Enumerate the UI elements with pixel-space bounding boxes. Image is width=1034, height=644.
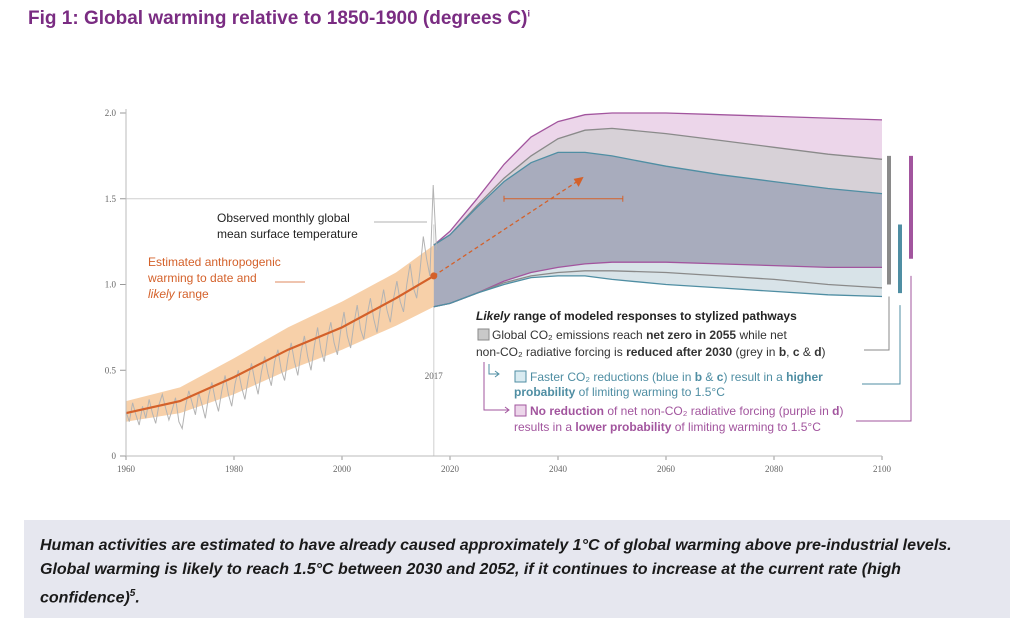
anthropogenic-range-word: range xyxy=(175,287,209,301)
legend-grey-swatch xyxy=(477,328,490,341)
legend-blue-l1-d: c xyxy=(717,370,724,384)
legend-grey-l1-c: while net xyxy=(736,328,787,342)
legend-grey-l2-i: ) xyxy=(822,345,826,359)
legend-blue-l1-f: higher xyxy=(786,370,823,384)
x-tick-label: 1980 xyxy=(225,464,244,474)
data-layer xyxy=(125,112,913,431)
projection-arrow-line xyxy=(433,179,580,277)
legend-purple-l1-c: d xyxy=(832,404,839,418)
legend-grey-l2-e: , xyxy=(786,345,793,359)
blue-upper-line xyxy=(433,151,883,246)
purple-upper-line xyxy=(433,112,883,246)
legend-purple-line1: No reduction of net non-CO₂ radiative fo… xyxy=(530,404,843,418)
y-tick-label: 1.5 xyxy=(105,194,117,204)
warming-chart: 0 0.5 1.0 1.5 2.0 1960 1980 2000 2020 2040 2060 208… xyxy=(105,108,913,474)
observed-label-line1: Observed monthly global xyxy=(217,211,350,225)
anthropogenic-range-band xyxy=(126,245,434,422)
anthropogenic-label-line1: Estimated anthropogenic xyxy=(148,255,281,269)
caption-box: Human activities are estimated to have a… xyxy=(24,520,1010,618)
legend-purple-l2-c: of limiting warming to 1.5°C xyxy=(671,420,821,434)
year-2017-label: 2017 xyxy=(425,371,444,381)
legend-grey-l1-a: Global CO₂ emissions reach xyxy=(492,328,646,342)
x-tick-label: 2000 xyxy=(333,464,352,474)
legend-heading: Likely range of modeled responses to sty… xyxy=(476,309,797,323)
legend-grey-line2: non-CO₂ radiative forcing is reduced aft… xyxy=(476,345,826,359)
legend-purple-l1-b: of net non-CO₂ radiative forcing (purple… xyxy=(604,404,832,418)
x-tick-label: 2040 xyxy=(549,464,568,474)
y-tick-label: 0 xyxy=(112,451,117,461)
purple-connector xyxy=(856,275,912,422)
caption-end: . xyxy=(135,589,140,607)
legend-grey-l1-b: net zero in 2055 xyxy=(646,328,736,342)
legend-grey-line1: Global CO₂ emissions reach net zero in 2… xyxy=(492,328,787,342)
legend-purple-arrowhead xyxy=(504,406,510,414)
anthropogenic-label-line2: warming to date and xyxy=(147,271,257,285)
legend-purple-swatch xyxy=(514,404,527,417)
legend-blue-connector xyxy=(488,364,498,375)
axis-layer: 0 0.5 1.0 1.5 2.0 1960 1980 2000 2020 2040 2060 208… xyxy=(105,108,892,474)
legend-blue-l2-a: probability xyxy=(514,385,576,399)
legend-grey-l2-f: c xyxy=(793,345,800,359)
legend-blue-l1-b: b xyxy=(695,370,702,384)
overlap-pathway-band xyxy=(433,152,882,307)
legend-blue-l1-a: Faster CO₂ reductions (blue in xyxy=(530,370,695,384)
legend-blue-arrowhead xyxy=(494,370,500,378)
x-tick-label: 2060 xyxy=(657,464,676,474)
legend-purple-l1-d: ) xyxy=(839,404,843,418)
y-tick-label: 0.5 xyxy=(105,365,117,375)
legend-blue-swatch xyxy=(514,370,527,383)
anthropogenic-likely: likely xyxy=(148,287,176,301)
legend-purple-l1-a: No reduction xyxy=(530,404,604,418)
caption-footnote: 5 xyxy=(129,588,136,599)
legend-blue-line2: probability of limiting warming to 1.5°C xyxy=(514,385,725,399)
legend-grey-l2-g: & xyxy=(800,345,815,359)
legend-purple-l2-b: lower probability xyxy=(575,420,671,434)
figure-title: Fig 1: Global warming relative to 1850-1… xyxy=(28,8,530,30)
blue-lower-line xyxy=(433,275,883,308)
legend-blue-l1-e: ) result in a xyxy=(723,370,786,384)
legend-blue-l1-c: & xyxy=(702,370,717,384)
figure-title-text: Fig 1: Global warming relative to 1850-1… xyxy=(28,8,528,29)
figure-title-superscript: i xyxy=(527,8,530,19)
legend-heading-rest: range of modeled responses to stylized p… xyxy=(510,309,797,323)
y-tick-label: 2.0 xyxy=(105,108,117,118)
grey-connector xyxy=(864,296,890,351)
legend-heading-likely: Likely xyxy=(476,309,511,323)
x-tick-label: 1960 xyxy=(117,464,136,474)
grey-upper-line xyxy=(433,127,883,246)
legend-grey-l2-a: non-CO₂ radiative forcing is xyxy=(476,345,626,359)
legend-blue-line1: Faster CO₂ reductions (blue in b & c) re… xyxy=(530,370,823,384)
blue-connector xyxy=(862,305,901,385)
x-tick-label: 2080 xyxy=(765,464,784,474)
projection-arrowhead xyxy=(573,176,584,187)
legend-grey-l2-h: d xyxy=(814,345,821,359)
x-tick-label: 2020 xyxy=(441,464,460,474)
legend-purple-line2: results in a lower probability of limiti… xyxy=(514,420,821,434)
observed-label-line2: mean surface temperature xyxy=(217,227,358,241)
observed-temperature-line xyxy=(125,184,437,431)
x-tick-label: 2100 xyxy=(873,464,892,474)
caption-body: Human activities are estimated to have a… xyxy=(40,537,952,607)
bands-layer xyxy=(126,113,882,422)
legend-blue-l2-b: of limiting warming to 1.5°C xyxy=(575,385,725,399)
legend-grey-l2-b: reduced after 2030 xyxy=(626,345,732,359)
y-tick-label: 1.0 xyxy=(105,280,117,290)
anthropogenic-central-line xyxy=(125,274,435,415)
legend-purple-connector xyxy=(483,362,508,411)
legend-purple-l2-a: results in a xyxy=(514,420,575,434)
anthropogenic-label-line3: likely range xyxy=(148,287,209,301)
caption-text: Human activities are estimated to have a… xyxy=(40,534,990,610)
legend-grey-l2-c: (grey in xyxy=(732,345,779,359)
legend-grey-l2-d: b xyxy=(779,345,786,359)
